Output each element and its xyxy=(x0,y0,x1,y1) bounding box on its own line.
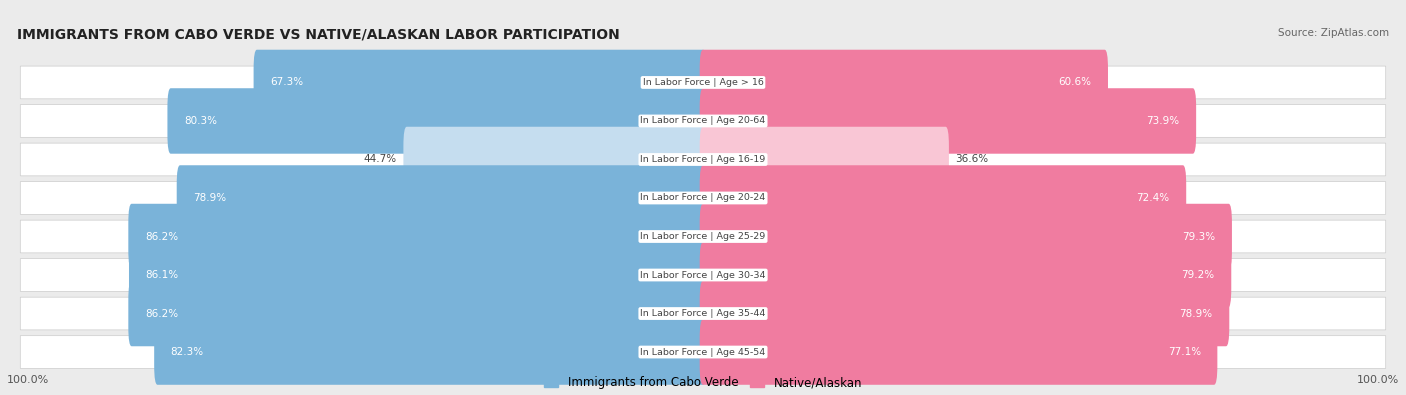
Text: 86.2%: 86.2% xyxy=(145,308,179,318)
FancyBboxPatch shape xyxy=(128,281,706,346)
FancyBboxPatch shape xyxy=(20,182,1386,214)
Text: In Labor Force | Age 25-29: In Labor Force | Age 25-29 xyxy=(640,232,766,241)
FancyBboxPatch shape xyxy=(20,336,1386,369)
FancyBboxPatch shape xyxy=(20,105,1386,137)
Text: In Labor Force | Age 20-24: In Labor Force | Age 20-24 xyxy=(640,194,766,203)
Text: In Labor Force | Age 30-34: In Labor Force | Age 30-34 xyxy=(640,271,766,280)
FancyBboxPatch shape xyxy=(177,165,706,231)
Text: 100.0%: 100.0% xyxy=(7,375,49,385)
Text: In Labor Force | Age 35-44: In Labor Force | Age 35-44 xyxy=(640,309,766,318)
FancyBboxPatch shape xyxy=(700,204,1232,269)
FancyBboxPatch shape xyxy=(700,88,1197,154)
Text: 44.7%: 44.7% xyxy=(364,154,396,164)
FancyBboxPatch shape xyxy=(20,143,1386,176)
Text: In Labor Force | Age 20-64: In Labor Force | Age 20-64 xyxy=(640,117,766,126)
Text: 82.3%: 82.3% xyxy=(170,347,204,357)
Text: 60.6%: 60.6% xyxy=(1059,77,1091,87)
Text: 78.9%: 78.9% xyxy=(1180,308,1213,318)
Text: 67.3%: 67.3% xyxy=(270,77,304,87)
FancyBboxPatch shape xyxy=(700,319,1218,385)
Text: 72.4%: 72.4% xyxy=(1136,193,1170,203)
Text: IMMIGRANTS FROM CABO VERDE VS NATIVE/ALASKAN LABOR PARTICIPATION: IMMIGRANTS FROM CABO VERDE VS NATIVE/ALA… xyxy=(17,28,620,41)
FancyBboxPatch shape xyxy=(404,127,706,192)
FancyBboxPatch shape xyxy=(167,88,706,154)
FancyBboxPatch shape xyxy=(700,127,949,192)
Text: 73.9%: 73.9% xyxy=(1146,116,1180,126)
FancyBboxPatch shape xyxy=(155,319,706,385)
Text: 77.1%: 77.1% xyxy=(1167,347,1201,357)
Text: In Labor Force | Age > 16: In Labor Force | Age > 16 xyxy=(643,78,763,87)
FancyBboxPatch shape xyxy=(253,50,706,115)
Text: In Labor Force | Age 16-19: In Labor Force | Age 16-19 xyxy=(640,155,766,164)
Text: In Labor Force | Age 45-54: In Labor Force | Age 45-54 xyxy=(640,348,766,357)
FancyBboxPatch shape xyxy=(700,50,1108,115)
FancyBboxPatch shape xyxy=(129,242,706,308)
Text: 86.1%: 86.1% xyxy=(146,270,179,280)
Text: 79.3%: 79.3% xyxy=(1182,231,1215,241)
Text: 86.2%: 86.2% xyxy=(145,231,179,241)
FancyBboxPatch shape xyxy=(700,281,1229,346)
FancyBboxPatch shape xyxy=(700,165,1187,231)
Legend: Immigrants from Cabo Verde, Native/Alaskan: Immigrants from Cabo Verde, Native/Alask… xyxy=(544,376,862,389)
FancyBboxPatch shape xyxy=(20,297,1386,330)
FancyBboxPatch shape xyxy=(128,204,706,269)
Text: 100.0%: 100.0% xyxy=(1357,375,1399,385)
FancyBboxPatch shape xyxy=(20,66,1386,99)
Text: 79.2%: 79.2% xyxy=(1181,270,1215,280)
FancyBboxPatch shape xyxy=(700,242,1232,308)
Text: 80.3%: 80.3% xyxy=(184,116,217,126)
FancyBboxPatch shape xyxy=(20,220,1386,253)
FancyBboxPatch shape xyxy=(20,259,1386,292)
Text: 78.9%: 78.9% xyxy=(193,193,226,203)
Text: Source: ZipAtlas.com: Source: ZipAtlas.com xyxy=(1278,28,1389,38)
Text: 36.6%: 36.6% xyxy=(956,154,988,164)
